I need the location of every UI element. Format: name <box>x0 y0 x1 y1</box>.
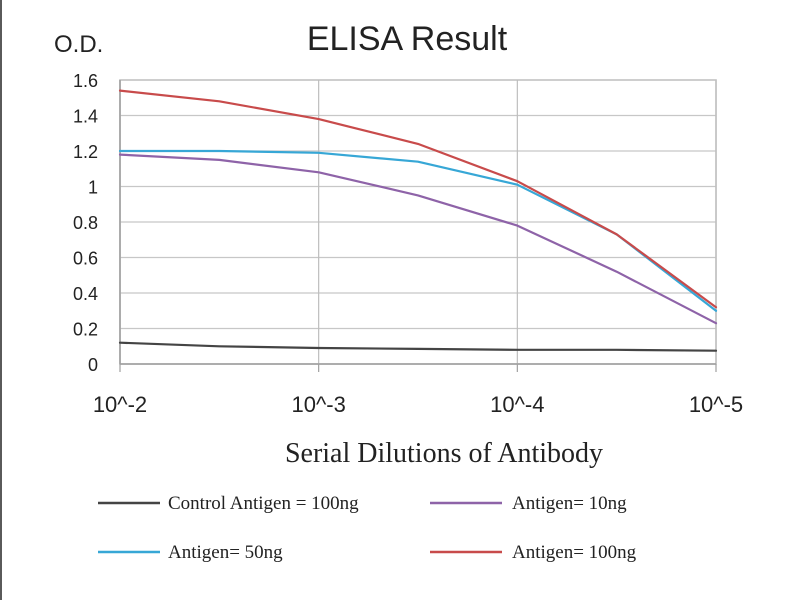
legend-label: Antigen= 100ng <box>512 542 637 563</box>
x-tick-label: 10^-2 <box>93 392 147 417</box>
x-axis-label: Serial Dilutions of Antibody <box>285 438 603 469</box>
x-tick-label: 10^-4 <box>490 392 544 417</box>
x-tick-label: 10^-5 <box>689 392 743 417</box>
y-tick-label: 1.4 <box>73 107 98 127</box>
chart-title: ELISA Result <box>307 20 508 58</box>
legend-label: Antigen= 50ng <box>168 542 283 563</box>
y-tick-label: 1.2 <box>73 142 98 162</box>
series-layer <box>118 89 718 352</box>
series-line-1 <box>118 153 718 325</box>
x-tick-label: 10^-3 <box>291 392 345 417</box>
y-tick-label: 0 <box>88 355 98 375</box>
y-axis-label: O.D. <box>54 31 103 58</box>
grid <box>119 79 717 372</box>
y-axis-ticks: 0 0.2 0.4 0.6 0.8 1 1.2 1.4 1.6 <box>73 71 98 375</box>
legend-label: Antigen= 10ng <box>512 493 627 514</box>
legend-label: Control Antigen = 100ng <box>168 493 359 514</box>
x-axis-ticks: 10^-2 10^-3 10^-4 10^-5 <box>93 392 743 417</box>
y-tick-label: 1 <box>88 178 98 198</box>
legend: Control Antigen = 100ng Antigen= 10ng Anti… <box>98 493 637 563</box>
series-line-3 <box>118 89 718 309</box>
y-tick-label: 0.6 <box>73 249 98 269</box>
y-tick-label: 0.4 <box>73 284 98 304</box>
series-line-0 <box>118 341 718 352</box>
y-tick-label: 0.8 <box>73 213 98 233</box>
y-tick-label: 1.6 <box>73 71 98 91</box>
y-tick-label: 0.2 <box>73 320 98 340</box>
